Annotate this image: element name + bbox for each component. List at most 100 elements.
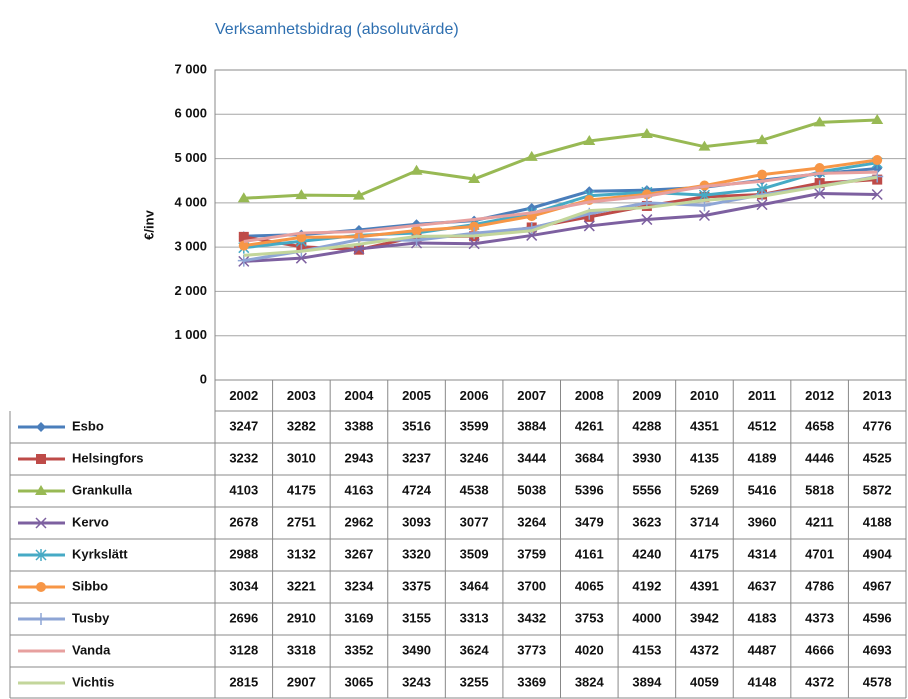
table-cell: 2962 — [344, 514, 373, 529]
legend-label: Helsingfors — [72, 450, 144, 465]
legend-label: Grankulla — [72, 482, 133, 497]
table-cell: 4372 — [690, 642, 719, 657]
marker — [756, 199, 768, 211]
legend-label: Esbo — [72, 418, 104, 433]
y-tick-label: 3 000 — [174, 239, 207, 254]
x-tick-label: 2007 — [517, 388, 546, 403]
marker — [814, 163, 825, 174]
table-cell: 4059 — [690, 674, 719, 689]
marker — [237, 192, 250, 203]
series-line — [243, 175, 878, 257]
table-cell: 3700 — [517, 578, 546, 593]
marker — [35, 549, 47, 561]
table-cell: 4183 — [748, 610, 777, 625]
table-cell: 3884 — [517, 418, 547, 433]
table-cell: 4135 — [690, 450, 719, 465]
table-cell: 3432 — [517, 610, 546, 625]
chart-title: Verksamhetsbidrag (absolutvärde) — [215, 21, 459, 38]
table-cell: 4578 — [863, 674, 892, 689]
marker — [35, 485, 47, 495]
marker — [871, 113, 884, 124]
series-line — [243, 161, 878, 250]
marker — [698, 140, 711, 151]
table-cell: 2943 — [344, 450, 373, 465]
table-cell: 4000 — [632, 610, 661, 625]
marker — [583, 135, 596, 146]
table-cell: 3132 — [287, 546, 316, 561]
marker — [468, 238, 480, 250]
marker — [698, 209, 710, 222]
table-cell: 3267 — [344, 546, 373, 561]
y-tick-label: 5 000 — [174, 150, 207, 165]
table-cell: 5818 — [805, 482, 834, 497]
table-cell: 3077 — [460, 514, 489, 529]
legend-label: Vichtis — [72, 674, 114, 689]
marker — [640, 127, 653, 138]
marker — [756, 134, 769, 145]
table-cell: 3243 — [402, 674, 431, 689]
table-cell: 3684 — [575, 450, 605, 465]
marker — [35, 517, 47, 529]
table-cell: 3369 — [517, 674, 546, 689]
table-cell: 4211 — [806, 514, 834, 529]
marker — [872, 155, 883, 166]
table-cell: 4967 — [863, 578, 892, 593]
table-cell: 3282 — [287, 418, 316, 433]
table-cell: 3623 — [632, 514, 661, 529]
marker — [295, 252, 307, 264]
table-cell: 4786 — [805, 578, 834, 593]
table-cell: 3375 — [402, 578, 431, 593]
x-tick-label: 2011 — [748, 388, 776, 403]
legend-label: Tusby — [72, 610, 110, 625]
marker — [411, 225, 422, 236]
table-cell: 2751 — [287, 514, 316, 529]
table-cell: 3753 — [575, 610, 604, 625]
table-cell: 3464 — [460, 578, 490, 593]
table-cell: 3773 — [517, 642, 546, 657]
y-tick-label: 6 000 — [174, 106, 207, 121]
marker — [237, 254, 250, 267]
table-cell: 4161 — [575, 546, 604, 561]
marker — [35, 613, 47, 625]
table-cell: 3509 — [460, 546, 489, 561]
table-cell: 3128 — [229, 642, 258, 657]
table-cell: 3599 — [460, 418, 489, 433]
marker — [238, 240, 249, 251]
marker — [469, 221, 480, 232]
series-line — [243, 178, 878, 252]
y-tick-label: 7 000 — [174, 61, 207, 76]
marker — [757, 169, 768, 180]
x-tick-label: 2008 — [575, 388, 604, 403]
marker — [36, 422, 46, 432]
table-cell: 4372 — [805, 674, 834, 689]
table-cell: 4904 — [863, 546, 893, 561]
marker — [238, 231, 249, 242]
table-cell: 3444 — [517, 450, 547, 465]
table-cell: 3010 — [287, 450, 316, 465]
table-cell: 3255 — [460, 674, 489, 689]
marker — [295, 189, 308, 200]
table-cell: 4163 — [344, 482, 373, 497]
x-tick-label: 2002 — [229, 388, 258, 403]
table-cell: 4288 — [632, 418, 661, 433]
table-cell: 4192 — [632, 578, 661, 593]
table-cell: 4240 — [632, 546, 661, 561]
legend-label: Vanda — [72, 642, 111, 657]
table-cell: 3247 — [229, 418, 258, 433]
table-cell: 4701 — [805, 546, 834, 561]
series-line — [243, 192, 878, 263]
table-cell: 4314 — [748, 546, 778, 561]
legend-label: Kyrkslätt — [72, 546, 128, 561]
y-tick-label: 4 000 — [174, 194, 207, 209]
table-cell: 3624 — [460, 642, 490, 657]
table-cell: 4188 — [863, 514, 892, 529]
table-cell: 4538 — [460, 482, 489, 497]
x-tick-label: 2010 — [690, 388, 719, 403]
table-cell: 2907 — [287, 674, 316, 689]
table-cell: 4189 — [748, 450, 777, 465]
table-cell: 5396 — [575, 482, 604, 497]
x-tick-label: 2004 — [344, 388, 374, 403]
table-cell: 3318 — [287, 642, 316, 657]
y-axis-label: €/inv — [141, 209, 156, 239]
marker — [468, 173, 481, 184]
